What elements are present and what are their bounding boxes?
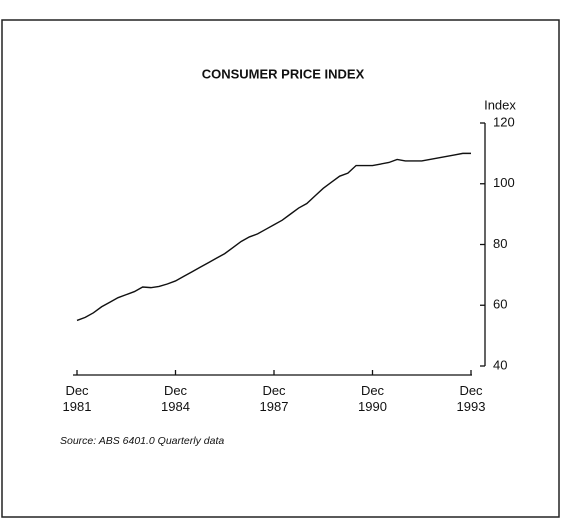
chart-title: CONSUMER PRICE INDEX <box>202 66 365 81</box>
x-tick-label: Dec 1984 <box>161 383 190 414</box>
y-axis-label: Index <box>484 97 516 112</box>
x-tick-label: Dec 1993 <box>457 383 486 414</box>
x-tick-label: Dec 1981 <box>63 383 92 414</box>
y-tick-label: 100 <box>493 175 515 190</box>
x-tick-label: Dec 1987 <box>260 383 289 414</box>
source-note: Source: ABS 6401.0 Quarterly data <box>60 435 224 447</box>
y-tick-label: 120 <box>493 114 515 129</box>
line <box>76 152 471 322</box>
y-tick-label: 60 <box>493 297 507 312</box>
x-tick-label: Dec 1990 <box>358 383 387 414</box>
frame <box>1 19 560 518</box>
y-tick-label: 80 <box>493 236 507 251</box>
y-tick-label: 40 <box>493 357 507 372</box>
